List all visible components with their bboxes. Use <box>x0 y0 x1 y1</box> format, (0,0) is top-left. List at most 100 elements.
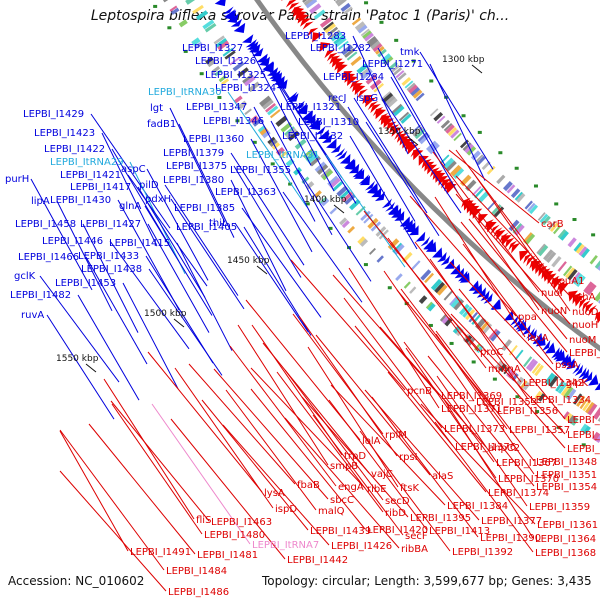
gc-mark <box>270 162 275 166</box>
forward-gene-label: LEPBI_I1385 <box>174 203 235 214</box>
reverse-gene-arrow <box>541 268 551 280</box>
forward-gene-label: LEPBI_I1423 <box>34 128 95 139</box>
reverse-gene-label: proC <box>480 347 503 358</box>
cog-track-outer <box>573 393 583 405</box>
cog-track-inner <box>575 243 585 254</box>
cog-track-mid <box>381 92 394 104</box>
reverse-gene-label: LEPBI_I1369 <box>441 391 502 402</box>
cog-track-outer <box>287 130 300 142</box>
cog-track-outer <box>401 251 413 263</box>
forward-gene-label: LEPBI_I1347 <box>186 102 247 113</box>
forward-gene-arrow <box>230 18 243 27</box>
cog-track-outer <box>424 272 435 284</box>
gc-mark <box>461 114 466 118</box>
cog-track-inner <box>340 2 351 13</box>
forward-leader-line <box>56 200 113 312</box>
forward-gene-arrow <box>423 239 433 250</box>
feature-tracks <box>153 0 600 447</box>
reverse-leader-line <box>471 170 571 312</box>
cog-track-outer <box>597 417 600 422</box>
cog-track-inner <box>392 67 403 76</box>
cog-track-inner <box>559 230 569 241</box>
forward-gene-label: LEPBI_I1458 <box>15 219 76 230</box>
reverse-leader-line <box>427 355 535 487</box>
reverse-gene-label: nuoH <box>572 320 598 331</box>
backbone-circle <box>254 0 600 352</box>
cog-track-mid <box>445 160 457 172</box>
cog-track-far <box>359 238 369 247</box>
reverse-gene-label: LEPBI_I1364 <box>535 534 596 545</box>
cog-track-mid <box>594 291 600 302</box>
reverse-gene-label: nuoN <box>541 306 567 317</box>
reverse-gene-arrow <box>402 139 413 149</box>
gc-mark <box>581 443 586 447</box>
reverse-gene-arrow <box>499 232 509 243</box>
gene-arrows <box>214 0 600 391</box>
reverse-gene-arrow <box>572 293 582 305</box>
reverse-gene-label: LEPBI_ItRNA7 <box>252 540 319 551</box>
reverse-gene-label: lysA <box>264 488 285 499</box>
cog-track-mid <box>383 94 396 106</box>
reverse-gene-arrow <box>441 178 452 189</box>
cog-track-outer <box>229 56 241 66</box>
cog-track-outer <box>222 47 234 57</box>
scale-tick-mark <box>471 64 483 74</box>
forward-gene-arrow <box>528 329 537 341</box>
forward-gene-label: LEPBI_I1326 <box>195 56 256 67</box>
cog-track-far <box>305 181 315 190</box>
forward-gene-label: LEPBI_I1332 <box>282 131 343 142</box>
cog-track-inner <box>409 86 421 97</box>
cog-track-outer <box>393 243 405 256</box>
cog-track-outer <box>259 95 272 107</box>
cog-track-outer <box>355 205 366 216</box>
reverse-gene-arrow <box>418 155 429 166</box>
cog-track-outer <box>320 167 331 178</box>
reverse-leader-line <box>455 175 571 297</box>
reverse-gene-label: ribD <box>385 508 406 519</box>
reverse-gene-label: carB <box>541 219 564 230</box>
cog-track-mid <box>346 51 358 61</box>
forward-leader-line <box>282 191 363 303</box>
forward-leader-line <box>297 169 372 282</box>
reverse-gene-arrow <box>438 175 449 186</box>
reverse-gene-arrow <box>336 64 348 74</box>
gc-mark <box>364 1 369 5</box>
cog-track-inner <box>354 21 366 31</box>
cog-track-inner <box>390 64 400 74</box>
cog-track-far <box>238 100 248 110</box>
cog-track-outer <box>269 109 281 119</box>
cog-track-inner <box>343 6 353 15</box>
cog-track-outer <box>378 229 389 240</box>
cog-track-far <box>418 295 428 305</box>
reverse-gene-label: ahpC2 <box>488 443 520 454</box>
gc-mark <box>235 119 240 123</box>
reverse-gene-label: LEPBI_I1377 <box>481 516 542 527</box>
cog-track-outer <box>202 19 215 30</box>
gc-mark <box>498 151 503 155</box>
forward-gene-label: aspC <box>121 164 146 175</box>
gc-mark <box>305 202 310 206</box>
cog-track-outer <box>328 177 341 189</box>
cog-track-inner <box>594 260 600 269</box>
reverse-gene-label: LEPBI_I1481 <box>197 550 258 561</box>
cog-track-outer <box>592 407 600 420</box>
cog-track-outer <box>232 61 245 72</box>
reverse-gene-label: LEPBI_I1486 <box>168 587 229 598</box>
forward-gene-arrow <box>334 148 346 158</box>
cog-track-outer <box>339 188 351 200</box>
forward-gene-arrow <box>358 174 370 184</box>
cog-track-inner <box>368 37 379 47</box>
cog-track-inner <box>580 248 590 259</box>
gc-mark <box>515 395 520 399</box>
forward-gene-arrow <box>420 236 431 247</box>
forward-leader-line <box>46 314 115 420</box>
gc-mark <box>428 323 433 327</box>
forward-gene-label: LEPBI_I1421 <box>60 170 121 181</box>
reverse-leader-line <box>420 403 536 525</box>
cog-track-inner <box>541 215 551 226</box>
reverse-leader-line <box>460 221 568 353</box>
reverse-gene-label: secF <box>405 531 428 542</box>
forward-gene-label: LEPBI_I1417 <box>70 182 131 193</box>
forward-leader-line <box>176 242 233 351</box>
cog-track-inner <box>377 48 387 58</box>
